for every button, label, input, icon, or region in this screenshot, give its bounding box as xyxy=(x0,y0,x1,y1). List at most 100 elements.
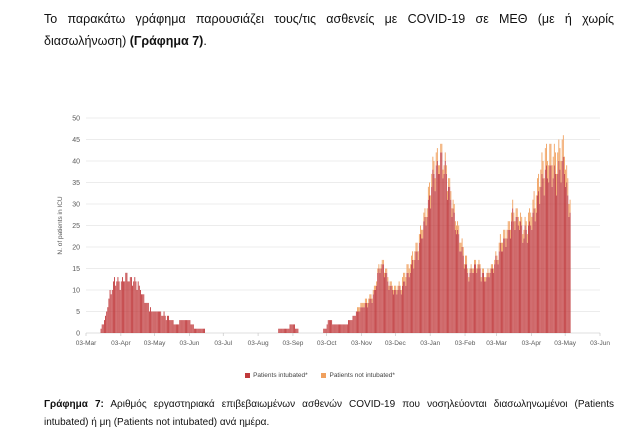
bar-not-intubated xyxy=(449,178,451,187)
bar-intubated xyxy=(487,272,489,333)
bar-intubated xyxy=(409,272,411,333)
bar-not-intubated xyxy=(370,294,372,299)
bar-intubated xyxy=(189,320,191,333)
bar-intubated xyxy=(393,294,394,333)
bar-intubated xyxy=(463,268,465,333)
x-tick-label: 03-Apr xyxy=(111,340,131,347)
legend-item-intubated: Patients intubated* xyxy=(245,372,308,379)
bar-intubated xyxy=(541,173,543,333)
bar-not-intubated xyxy=(458,225,460,235)
bar-intubated xyxy=(449,186,451,333)
bar-not-intubated xyxy=(375,285,376,290)
bar-intubated xyxy=(169,320,171,333)
bar-not-intubated xyxy=(529,208,531,222)
bar-not-intubated xyxy=(503,229,505,239)
bar-intubated xyxy=(138,285,140,333)
bar-intubated xyxy=(146,302,148,333)
y-tick-label: 15 xyxy=(72,266,80,273)
bar-intubated xyxy=(161,315,163,333)
bar-intubated xyxy=(171,320,173,333)
bar-intubated xyxy=(154,311,156,333)
x-tick-label: 03-May xyxy=(554,340,576,347)
bar-intubated xyxy=(526,242,528,333)
bar-not-intubated xyxy=(478,259,480,265)
intro-end: . xyxy=(203,34,207,48)
bar-not-intubated xyxy=(497,259,499,265)
bar-not-intubated xyxy=(537,178,538,196)
bar-not-intubated xyxy=(471,268,473,273)
intro-text: Το παρακάτω γράφημα παρουσιάζει τους/τις… xyxy=(44,12,614,48)
bar-not-intubated xyxy=(421,229,423,239)
bar-intubated xyxy=(403,281,405,333)
bar-intubated xyxy=(542,178,544,333)
bar-not-intubated xyxy=(456,225,457,235)
intro-paragraph: Το παρακάτω γράφημα παρουσιάζει τους/τις… xyxy=(44,8,614,52)
bar-intubated xyxy=(490,268,492,333)
bar-intubated xyxy=(200,328,202,333)
bar-intubated xyxy=(511,221,513,333)
bar-not-intubated xyxy=(550,143,552,166)
bar-intubated xyxy=(166,315,168,333)
bar-intubated xyxy=(339,324,340,333)
bar-intubated xyxy=(564,173,565,333)
bar-intubated xyxy=(278,328,280,333)
y-tick-label: 30 xyxy=(72,202,80,209)
bar-intubated xyxy=(531,229,533,333)
bar-not-intubated xyxy=(510,229,511,239)
x-tick-label: 03-Dec xyxy=(385,340,407,347)
bar-intubated xyxy=(398,285,400,333)
bar-intubated xyxy=(414,259,416,333)
bar-intubated xyxy=(525,229,527,333)
bar-not-intubated xyxy=(469,268,471,273)
bar-not-intubated xyxy=(377,268,379,273)
bar-intubated xyxy=(335,324,337,333)
bar-intubated xyxy=(562,156,564,333)
bar-not-intubated xyxy=(484,277,486,282)
bar-intubated xyxy=(560,182,562,333)
bar-not-intubated xyxy=(513,212,515,222)
bar-not-intubated xyxy=(470,264,472,269)
bar-intubated xyxy=(357,311,358,333)
bar-not-intubated xyxy=(562,135,564,157)
bar-intubated xyxy=(387,281,389,333)
caption-label: Γράφημα 7: xyxy=(44,399,104,410)
bar-not-intubated xyxy=(403,272,405,282)
bar-intubated xyxy=(121,277,123,333)
bar-intubated xyxy=(445,173,447,333)
bar-not-intubated xyxy=(543,178,545,196)
bar-intubated xyxy=(116,281,118,333)
bar-not-intubated xyxy=(382,259,384,265)
bar-not-intubated xyxy=(426,208,428,217)
bar-intubated xyxy=(132,285,133,333)
bar-not-intubated xyxy=(414,251,416,260)
icu-chart-svg: 0 5 10 15 20 25 30 35 40 45 50 N. of patients in IC… xyxy=(57,116,610,348)
bar-intubated xyxy=(556,195,558,333)
bar-not-intubated xyxy=(558,139,560,161)
bar-intubated xyxy=(355,311,357,333)
bar-not-intubated xyxy=(485,277,487,282)
bar-not-intubated xyxy=(447,191,448,200)
bar-intubated xyxy=(432,169,434,333)
bar-not-intubated xyxy=(357,307,358,312)
bar-intubated xyxy=(323,328,325,333)
bar-not-intubated xyxy=(405,277,407,286)
bar-intubated xyxy=(454,229,456,333)
bar-intubated xyxy=(364,302,366,333)
bar-intubated xyxy=(535,212,537,333)
bar-intubated xyxy=(448,186,450,333)
bar-intubated xyxy=(128,281,130,333)
bar-not-intubated xyxy=(368,298,370,303)
bar-not-intubated xyxy=(488,272,490,278)
bar-intubated xyxy=(521,225,523,333)
bar-not-intubated xyxy=(542,161,544,179)
bar-intubated xyxy=(348,320,349,333)
bar-not-intubated xyxy=(494,259,496,265)
bar-intubated xyxy=(109,290,111,333)
bar-intubated xyxy=(202,328,204,333)
bar-intubated xyxy=(373,290,375,333)
bar-not-intubated xyxy=(451,208,453,217)
bar-intubated xyxy=(559,169,561,333)
bar-intubated xyxy=(382,264,384,333)
bar-not-intubated xyxy=(406,264,408,273)
bar-not-intubated xyxy=(515,208,517,217)
